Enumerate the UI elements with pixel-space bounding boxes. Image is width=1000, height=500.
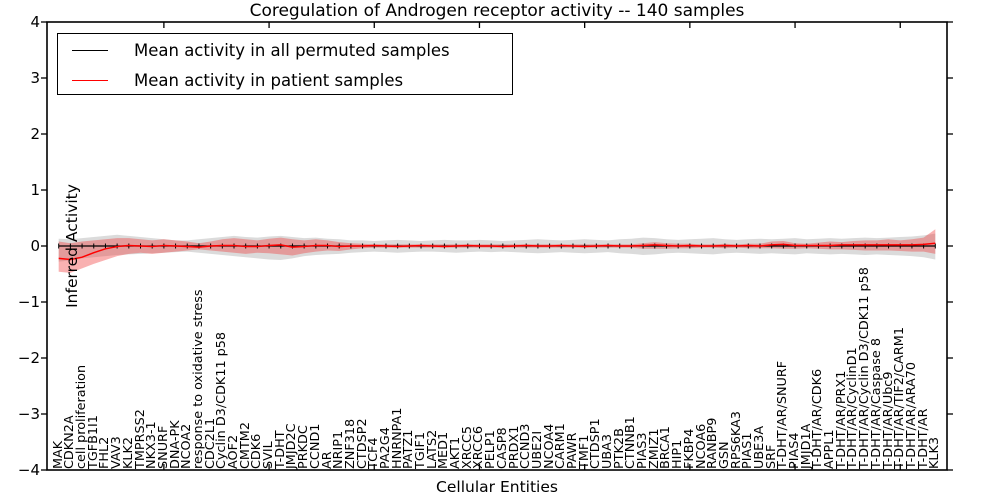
permuted-line-sample xyxy=(72,49,108,51)
y-axis-label: Inferred Activity xyxy=(63,184,81,308)
legend-label-patient: Mean activity in patient samples xyxy=(134,70,404,90)
y-tick-label: 3 xyxy=(30,69,40,87)
permuted-band xyxy=(58,233,936,262)
y-tick-label: 0 xyxy=(30,237,40,255)
x-tick-label: KLK3 xyxy=(927,436,943,469)
x-axis-label: Cellular Entities xyxy=(436,478,558,496)
legend-entry-patient: Mean activity in patient samples xyxy=(58,66,512,94)
y-tick-label: 4 xyxy=(30,13,40,31)
chart-title: Coregulation of Androgen receptor activi… xyxy=(249,1,745,21)
patient-mean-line xyxy=(58,242,936,261)
y-tick-label: −3 xyxy=(17,405,40,423)
y-tick-label: −2 xyxy=(17,349,40,367)
patient-band xyxy=(58,229,936,273)
y-tick-label: 2 xyxy=(30,125,40,143)
y-tick-label: −1 xyxy=(17,293,40,311)
y-tick-label: 1 xyxy=(30,181,40,199)
y-tick-label: −4 xyxy=(17,461,40,479)
patient-line-sample xyxy=(72,79,108,81)
legend-entry-permuted: Mean activity in all permuted samples xyxy=(58,36,512,64)
legend-label-permuted: Mean activity in all permuted samples xyxy=(134,40,450,60)
legend: Mean activity in all permuted samples Me… xyxy=(57,33,513,95)
